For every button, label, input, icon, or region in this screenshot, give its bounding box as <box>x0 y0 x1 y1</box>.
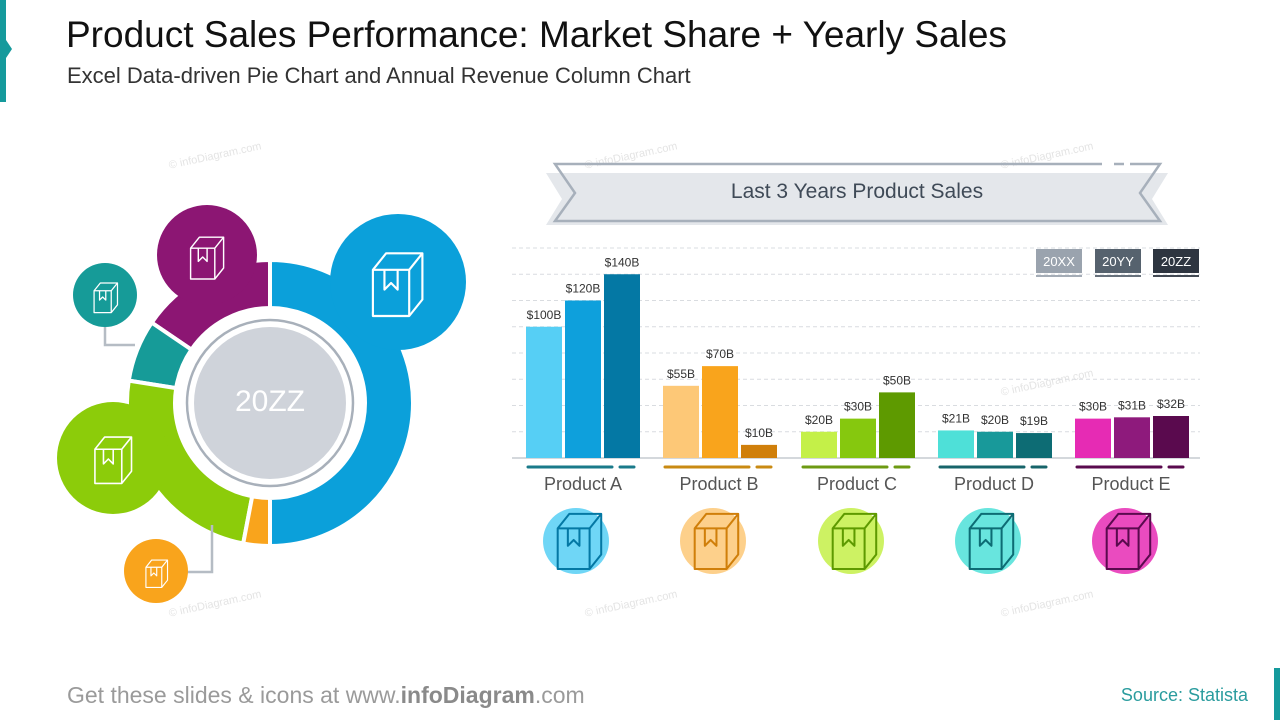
product-b-bubble <box>124 539 188 603</box>
footer-suffix: .com <box>534 682 585 708</box>
footer-promo: Get these slides & icons at www.infoDiag… <box>67 682 585 709</box>
bar-product-c-20xx <box>801 431 837 458</box>
bar-product-e-20zz <box>1153 416 1189 458</box>
accent-bar-left <box>0 0 12 102</box>
category-label: Product A <box>543 474 623 494</box>
bar-series: $100B $120B $140B $55B $70B $10B $20B $30B $50B $… <box>526 255 1189 458</box>
legend-20zz: 20ZZ <box>1153 249 1199 277</box>
data-label: $21B <box>942 411 970 425</box>
connector-line <box>103 325 135 347</box>
category-label: Product B <box>679 474 759 494</box>
legend-20xx: 20XX <box>1036 249 1082 277</box>
bar-product-a-20xx <box>526 326 562 458</box>
data-label: $50B <box>883 373 911 387</box>
bar-product-a-20yy <box>565 300 601 458</box>
bar-product-d-20yy <box>977 431 1013 458</box>
bar-chart-title: Last 3 Years Product Sales <box>730 180 984 203</box>
bar-product-b-20xx <box>663 385 699 458</box>
data-label: $10B <box>745 426 773 440</box>
product-d-bubble <box>73 263 137 327</box>
pie-inner-ring <box>185 318 355 488</box>
footer-prefix: Get these slides & icons at www. <box>67 682 401 708</box>
data-label: $30B <box>844 400 872 414</box>
pie-slice-product-d <box>126 319 195 391</box>
ribbon-banner <box>546 162 1168 225</box>
data-label: $19B <box>1020 414 1048 428</box>
page-title: Product Sales Performance: Market Share … <box>66 14 1007 55</box>
connector-line <box>186 525 214 574</box>
pie-center-year: 20ZZ <box>234 385 306 418</box>
bar-product-e-20xx <box>1075 418 1111 458</box>
category-label: Product D <box>953 474 1035 494</box>
data-label: $20B <box>805 413 833 427</box>
bar-product-a-20zz <box>604 274 640 458</box>
data-label: $120B <box>566 282 601 296</box>
source-note: Source: Statista <box>1120 685 1248 705</box>
pie-center-disc <box>194 327 346 479</box>
bar-product-b-20zz <box>741 444 777 458</box>
data-label: $70B <box>706 347 734 361</box>
bar-product-c-20yy <box>840 418 876 458</box>
data-label: $30B <box>1079 400 1107 414</box>
data-label: $55B <box>667 367 695 381</box>
bar-product-d-20zz <box>1016 433 1052 458</box>
bar-product-e-20yy <box>1114 417 1150 458</box>
category-label: Product E <box>1091 474 1171 494</box>
data-label: $31B <box>1118 398 1146 412</box>
page-subtitle: Excel Data-driven Pie Chart and Annual R… <box>67 63 691 88</box>
bar-product-d-20xx <box>938 430 974 458</box>
data-label: $100B <box>527 308 562 322</box>
category-label: Product C <box>816 474 898 494</box>
data-label: $20B <box>981 413 1009 427</box>
accent-bar-right <box>1274 668 1280 720</box>
bar-product-c-20zz <box>879 392 915 458</box>
data-label: $32B <box>1157 397 1185 411</box>
data-label: $140B <box>605 255 640 269</box>
bar-product-b-20yy <box>702 366 738 458</box>
footer-brand: infoDiagram <box>400 682 535 708</box>
product-decor <box>526 465 1185 574</box>
pie-slice-product-c <box>125 378 255 546</box>
legend-20yy: 20YY <box>1095 249 1141 277</box>
